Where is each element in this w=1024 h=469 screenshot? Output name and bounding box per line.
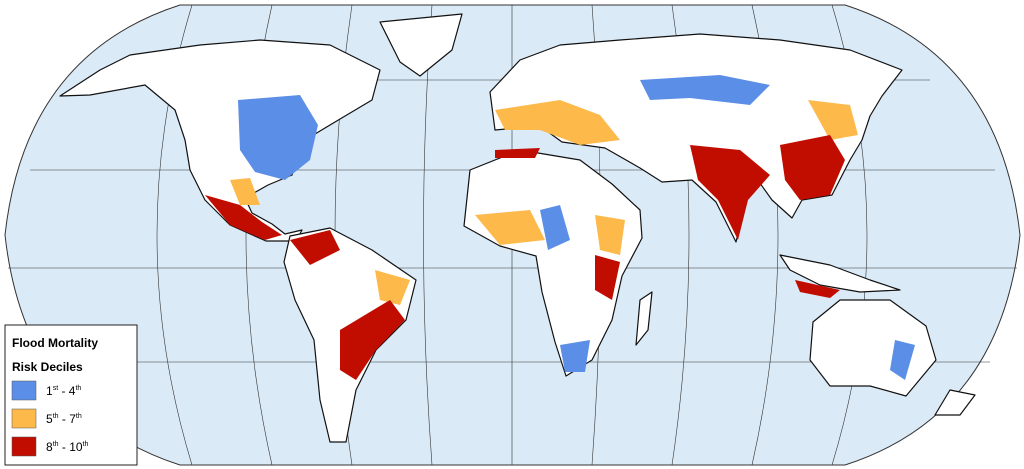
risk-area (290, 230, 340, 265)
legend-title: Flood Mortality (12, 336, 98, 350)
legend-swatch (11, 408, 37, 429)
label-superscript: th (76, 413, 82, 420)
label-text: - 7 (59, 412, 77, 426)
risk-area (205, 195, 282, 240)
label-text: 8 (46, 440, 53, 454)
legend-label: 8th - 10th (46, 440, 88, 454)
risk-area (640, 75, 770, 105)
legend-subtitle: Risk Deciles (12, 360, 83, 374)
risk-area (495, 148, 540, 158)
label-superscript: th (83, 441, 89, 448)
legend-swatch (11, 436, 37, 457)
risk-area (595, 215, 625, 255)
risk-area (495, 100, 620, 145)
risk-area (340, 300, 405, 380)
risk-area (540, 205, 570, 250)
risk-area (890, 340, 915, 380)
risk-areas (205, 75, 915, 380)
risk-area (690, 145, 770, 240)
risk-area (475, 210, 545, 245)
risk-area (238, 95, 318, 180)
risk-area (560, 340, 590, 372)
label-text: 1 (46, 384, 53, 398)
legend: Flood Mortality Risk Deciles 1st - 4th5t… (4, 324, 138, 466)
risk-area (795, 280, 840, 298)
legend-label: 1st - 4th (46, 384, 81, 398)
label-superscript: th (75, 385, 81, 392)
label-superscript: th (53, 413, 59, 420)
label-text: - 10 (59, 440, 83, 454)
legend-label: 5th - 7th (46, 412, 82, 426)
risk-area (808, 100, 858, 140)
risk-area (780, 135, 845, 200)
risk-area (595, 255, 620, 300)
label-superscript: th (53, 441, 59, 448)
risk-area (230, 178, 260, 205)
label-text: 5 (46, 412, 53, 426)
label-superscript: st (53, 385, 59, 392)
legend-swatch (11, 380, 37, 401)
label-text: - 4 (58, 384, 76, 398)
risk-area (375, 270, 410, 305)
